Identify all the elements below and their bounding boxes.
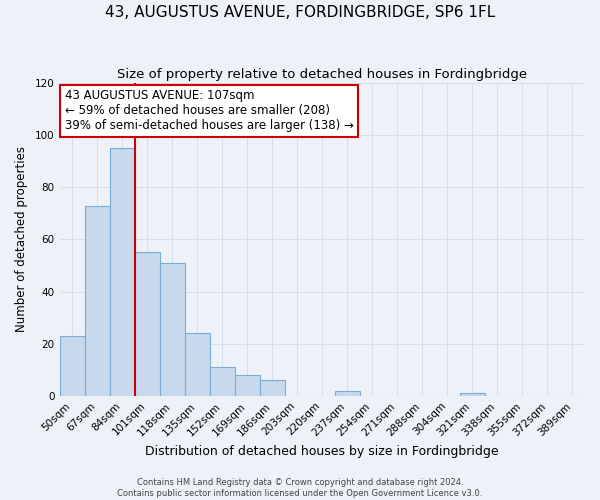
Bar (235, 375, 260, 396)
Bar (59, 336, 85, 396)
Bar (209, 367, 235, 396)
Bar (460, 393, 485, 396)
Bar (260, 380, 285, 396)
Bar (160, 263, 185, 396)
Text: 43, AUGUSTUS AVENUE, FORDINGBRIDGE, SP6 1FL: 43, AUGUSTUS AVENUE, FORDINGBRIDGE, SP6 … (105, 5, 495, 20)
Y-axis label: Number of detached properties: Number of detached properties (15, 146, 28, 332)
X-axis label: Distribution of detached houses by size in Fordingbridge: Distribution of detached houses by size … (145, 444, 499, 458)
Bar (110, 148, 134, 396)
Bar (185, 334, 209, 396)
Text: Contains HM Land Registry data © Crown copyright and database right 2024.
Contai: Contains HM Land Registry data © Crown c… (118, 478, 482, 498)
Bar (335, 390, 360, 396)
Text: 43 AUGUSTUS AVENUE: 107sqm
← 59% of detached houses are smaller (208)
39% of sem: 43 AUGUSTUS AVENUE: 107sqm ← 59% of deta… (65, 90, 353, 132)
Bar (134, 252, 160, 396)
Title: Size of property relative to detached houses in Fordingbridge: Size of property relative to detached ho… (117, 68, 527, 80)
Bar (85, 206, 110, 396)
